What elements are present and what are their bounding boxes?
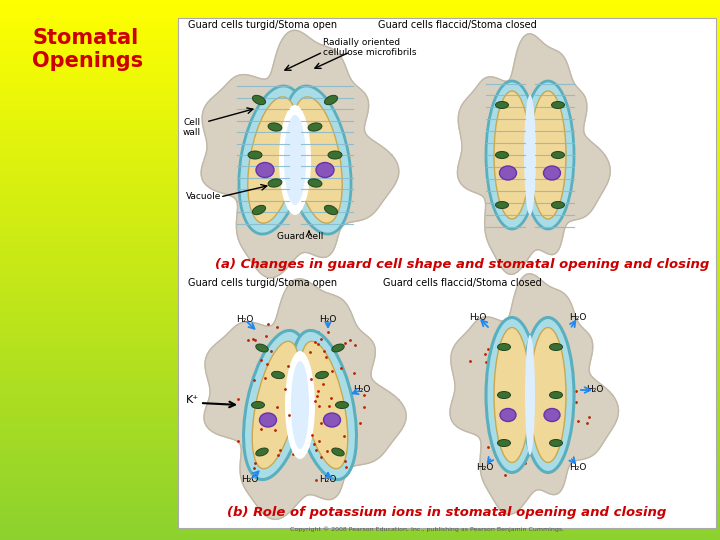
Ellipse shape [256,344,269,352]
Ellipse shape [549,440,562,447]
Ellipse shape [549,343,562,350]
Ellipse shape [323,413,341,427]
Text: Guard cells flaccid/Stoma closed: Guard cells flaccid/Stoma closed [378,20,536,30]
Ellipse shape [552,102,564,109]
Ellipse shape [283,86,351,234]
Ellipse shape [271,372,284,379]
Ellipse shape [259,413,276,427]
Ellipse shape [552,152,564,159]
Text: H₂O: H₂O [570,462,587,471]
Text: (b) Role of potassium ions in stomatal opening and closing: (b) Role of potassium ions in stomatal o… [228,506,667,519]
Ellipse shape [308,179,322,187]
Ellipse shape [498,343,510,350]
Ellipse shape [279,105,311,215]
Ellipse shape [332,344,344,352]
Ellipse shape [248,97,298,223]
FancyBboxPatch shape [178,18,716,528]
Polygon shape [204,279,406,519]
Ellipse shape [530,91,566,219]
Text: H₂O: H₂O [570,313,587,321]
Polygon shape [450,274,618,515]
Text: Vacuole: Vacuole [186,192,221,201]
Ellipse shape [495,201,508,208]
Text: H₂O: H₂O [586,386,603,395]
Ellipse shape [325,205,338,215]
Ellipse shape [315,372,328,379]
Text: Copyright © 2008 Pearson Education, Inc., publishing as Pearson Benjamin Cumming: Copyright © 2008 Pearson Education, Inc.… [290,526,564,532]
Ellipse shape [495,102,508,109]
Ellipse shape [495,152,508,159]
Text: Guard cells turgid/Stoma open: Guard cells turgid/Stoma open [188,278,337,288]
Ellipse shape [316,163,334,178]
Ellipse shape [552,201,564,208]
Ellipse shape [494,91,530,219]
Ellipse shape [486,318,538,472]
Ellipse shape [256,163,274,178]
Polygon shape [201,30,399,278]
Ellipse shape [292,97,342,223]
Text: Guard cells turgid/Stoma open: Guard cells turgid/Stoma open [188,20,337,30]
Ellipse shape [498,392,510,399]
Ellipse shape [243,330,308,480]
Ellipse shape [291,361,309,449]
Text: H₂O: H₂O [319,315,337,325]
Ellipse shape [544,408,560,422]
Ellipse shape [522,318,574,472]
Ellipse shape [522,81,574,229]
Ellipse shape [494,327,530,462]
Ellipse shape [500,408,516,422]
Ellipse shape [253,205,266,215]
Ellipse shape [328,151,342,159]
Text: K⁺: K⁺ [186,395,199,405]
Ellipse shape [252,341,300,469]
Text: Guard cells flaccid/Stoma closed: Guard cells flaccid/Stoma closed [383,278,541,288]
Text: H₂O: H₂O [469,313,487,321]
Text: H₂O: H₂O [236,315,253,325]
Ellipse shape [256,448,269,456]
Text: H₂O: H₂O [477,462,494,471]
Ellipse shape [549,392,562,399]
Text: Guard cell: Guard cell [277,232,323,241]
Ellipse shape [486,81,538,229]
Ellipse shape [524,95,536,215]
Ellipse shape [251,402,264,408]
Ellipse shape [300,341,348,469]
Ellipse shape [285,351,315,459]
Text: Radially oriented
cellulose microfibrils: Radially oriented cellulose microfibrils [323,38,416,57]
Ellipse shape [284,115,306,205]
Ellipse shape [292,330,356,480]
Text: H₂O: H₂O [241,476,258,484]
Ellipse shape [268,123,282,131]
Ellipse shape [325,96,338,105]
Text: H₂O: H₂O [354,386,371,395]
Text: H₂O: H₂O [319,476,337,484]
Ellipse shape [332,448,344,456]
Ellipse shape [500,166,516,180]
Text: Stomatal
Openings: Stomatal Openings [32,28,143,71]
Polygon shape [457,34,611,274]
Ellipse shape [239,86,307,234]
Text: Cell
wall: Cell wall [183,118,201,137]
Ellipse shape [248,151,262,159]
Ellipse shape [525,335,535,455]
Ellipse shape [498,440,510,447]
Ellipse shape [544,166,560,180]
Ellipse shape [530,327,566,462]
Ellipse shape [268,179,282,187]
Text: (a) Changes in guard cell shape and stomatal opening and closing: (a) Changes in guard cell shape and stom… [215,258,709,271]
Ellipse shape [336,402,348,408]
Ellipse shape [253,96,266,105]
Ellipse shape [308,123,322,131]
